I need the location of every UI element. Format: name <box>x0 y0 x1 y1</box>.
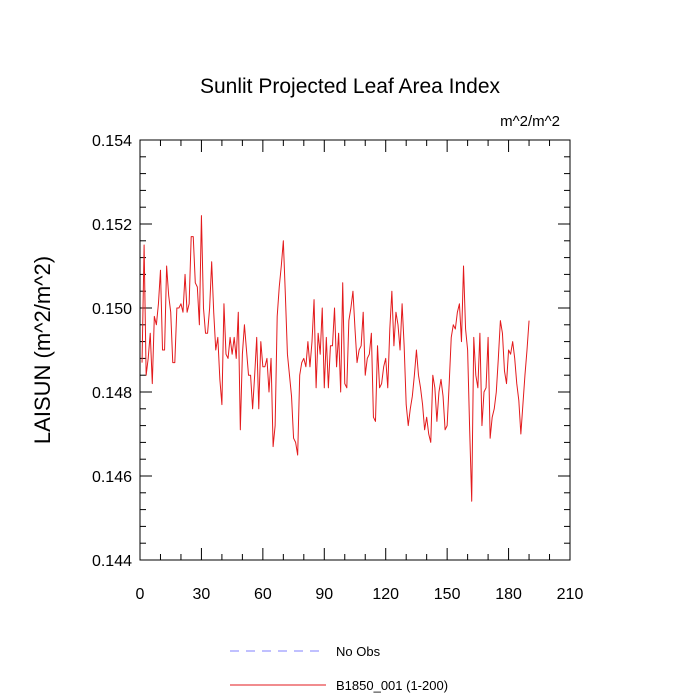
x-tick-label: 150 <box>434 586 461 603</box>
y-tick-label: 0.144 <box>92 553 132 570</box>
axis-ticks <box>139 139 571 561</box>
series-layer <box>141 215 530 502</box>
legend-b1850-label: B1850_001 (1-200) <box>336 678 448 693</box>
x-tick-label: 30 <box>193 586 211 603</box>
x-tick-label: 210 <box>557 586 584 603</box>
y-tick-label: 0.154 <box>92 133 132 150</box>
y-tick-label: 0.152 <box>92 217 132 234</box>
y-axis-label: LAISUN (m^2/m^2) <box>30 256 55 444</box>
axis-tick-labels: 0 30 60 90 120 150 180 210 0.144 0.146 0.148 0.150 0… <box>92 133 583 603</box>
y-tick-label: 0.150 <box>92 301 132 318</box>
legend-no-obs-label: No Obs <box>336 644 381 659</box>
units-label: m^2/m^2 <box>500 113 560 130</box>
x-tick-label: 180 <box>495 586 522 603</box>
x-tick-label: 0 <box>136 586 145 603</box>
plot-frame <box>139 139 571 561</box>
series-line-0 <box>141 215 530 502</box>
y-tick-label: 0.148 <box>92 385 132 402</box>
chart-title: Sunlit Projected Leaf Area Index <box>200 75 501 98</box>
x-tick-label: 60 <box>254 586 272 603</box>
x-tick-label: 90 <box>315 586 333 603</box>
y-tick-label: 0.146 <box>92 469 132 486</box>
legend: No Obs B1850_001 (1-200) <box>230 644 448 693</box>
x-tick-label: 120 <box>372 586 399 603</box>
